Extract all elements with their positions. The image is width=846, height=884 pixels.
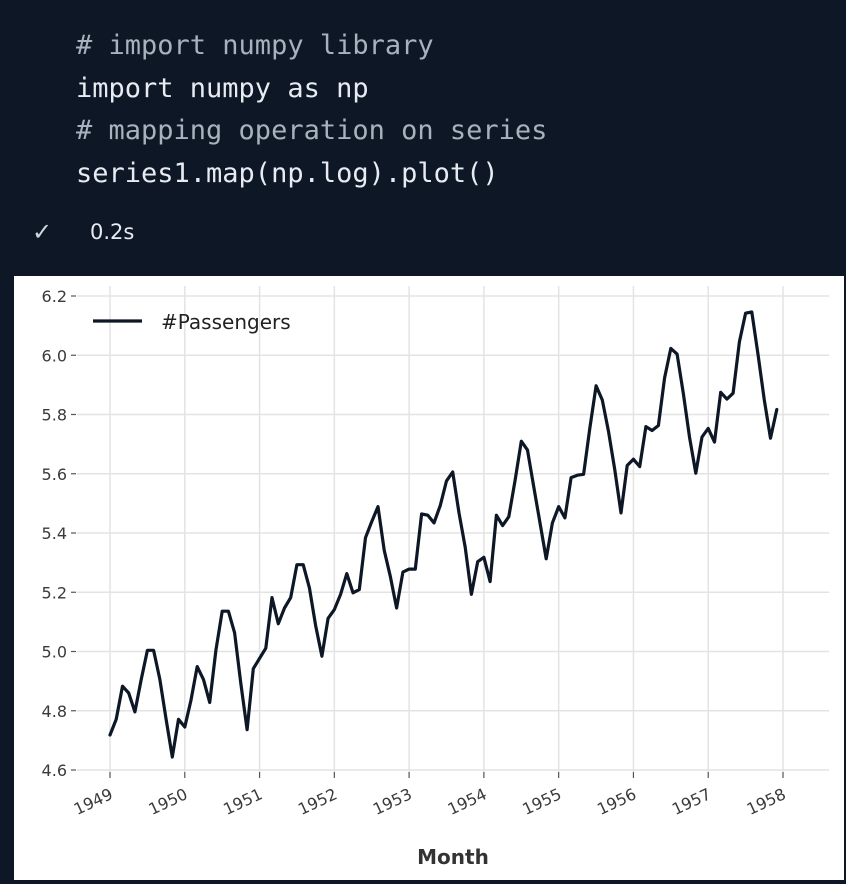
execution-status: ✓ 0.2s xyxy=(0,210,846,260)
y-tick-label: 4.6 xyxy=(42,761,67,780)
x-tick-label: 1954 xyxy=(445,784,490,818)
y-tick-label: 4.8 xyxy=(42,702,67,721)
x-tick-label: 1956 xyxy=(594,784,639,818)
y-tick-label: 6.2 xyxy=(42,287,67,306)
legend-label: #Passengers xyxy=(161,310,291,334)
x-tick-label: 1958 xyxy=(744,784,789,818)
code-line-2[interactable]: import numpy as np xyxy=(76,73,369,104)
x-tick-label: 1955 xyxy=(519,784,564,818)
check-icon: ✓ xyxy=(32,218,53,246)
code-cell[interactable]: # import numpy library import numpy as n… xyxy=(0,0,846,210)
plot-output: 4.6 4.8 5.0 5.2 5.4 5.6 5.8 6.0 6.2 1949 1950 1951 1… xyxy=(14,276,844,880)
x-tick-label: 1951 xyxy=(220,784,265,818)
execution-time: 0.2s xyxy=(90,220,135,244)
code-line-3[interactable]: # mapping operation on series xyxy=(76,115,548,146)
y-tick-label: 5.6 xyxy=(42,465,67,484)
x-tick-label: 1949 xyxy=(71,784,116,818)
series-line-passengers xyxy=(108,310,779,759)
y-tick-label: 5.0 xyxy=(42,643,67,662)
y-tick-label: 5.2 xyxy=(42,583,67,602)
y-tick-label: 6.0 xyxy=(42,346,67,365)
x-axis-label: Month xyxy=(417,845,489,869)
y-tick-label: 5.4 xyxy=(42,524,67,543)
line-chart: 4.6 4.8 5.0 5.2 5.4 5.6 5.8 6.0 6.2 1949 1950 1951 1… xyxy=(42,286,829,869)
x-tick-label: 1952 xyxy=(295,784,340,818)
x-tick-label: 1950 xyxy=(146,784,191,818)
x-tick-label: 1957 xyxy=(669,784,714,818)
code-line-1[interactable]: # import numpy library xyxy=(76,30,434,61)
y-tick-label: 5.8 xyxy=(42,406,67,425)
code-line-4[interactable]: series1.map(np.log).plot() xyxy=(76,158,499,189)
x-tick-label: 1953 xyxy=(370,784,415,818)
